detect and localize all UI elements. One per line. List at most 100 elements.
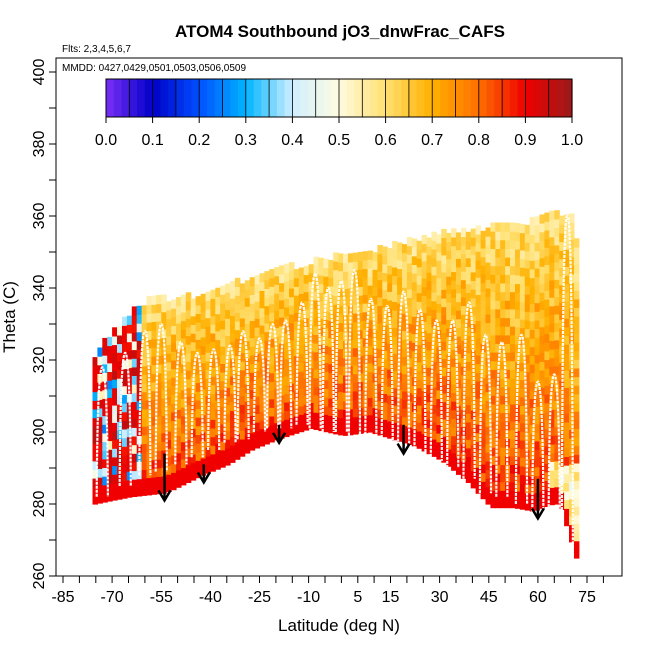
heatmap-cell [367, 302, 374, 312]
heatmap-cell [185, 344, 192, 354]
heatmap-cell [264, 348, 270, 359]
heatmap-cell [215, 425, 221, 436]
heatmap-cell [559, 293, 565, 303]
heatmap-cell [112, 353, 118, 363]
heatmap-cell [171, 403, 177, 413]
heatmap-cell [480, 446, 487, 456]
heatmap-cell [465, 447, 472, 457]
heatmap-cell [446, 267, 452, 277]
heatmap-cell [298, 397, 305, 407]
heatmap-cell [421, 321, 428, 331]
heatmap-cell [456, 301, 462, 311]
heatmap-cell [338, 339, 344, 349]
heatmap-cell [460, 331, 467, 341]
heatmap-cell [529, 398, 536, 408]
heatmap-cell [451, 392, 457, 402]
heatmap-cell [529, 355, 536, 365]
heatmap-cell [185, 326, 192, 337]
heatmap-cell [141, 460, 148, 470]
heatmap-cell [544, 402, 550, 412]
heatmap-cell [475, 380, 482, 391]
heatmap-cell [416, 335, 423, 346]
heatmap-cell [475, 225, 482, 235]
heatmap-cell [534, 276, 541, 286]
heatmap-cell [239, 413, 246, 423]
colorbar-gradient-segment [377, 79, 387, 117]
x-axis-tick-label: -40 [199, 589, 222, 606]
heatmap-cell [460, 245, 467, 255]
heatmap-cell [470, 263, 477, 273]
heatmap-cell [495, 464, 501, 474]
heatmap-cell [554, 409, 560, 419]
heatmap-cell [510, 490, 516, 500]
flight-profile-line [462, 301, 476, 479]
heatmap-cell [382, 393, 388, 403]
heatmap-cell [151, 485, 157, 495]
heatmap-cell [102, 337, 108, 348]
heatmap-cell [367, 285, 374, 295]
heatmap-cell [112, 491, 118, 501]
heatmap-cell [490, 352, 496, 362]
heatmap-cell [352, 252, 359, 262]
heatmap-cell [397, 259, 403, 269]
flight-profile-line [308, 272, 322, 429]
heatmap-cell [505, 395, 511, 405]
colorbar-gradient-segment [432, 79, 441, 117]
heatmap-cell [136, 314, 143, 324]
heatmap-cell [411, 281, 418, 291]
heatmap-cell [475, 251, 482, 261]
heatmap-cell [126, 350, 133, 360]
heatmap-cell [446, 414, 452, 424]
heatmap-cell [490, 473, 496, 483]
heatmap-cell [470, 228, 477, 238]
heatmap-cell [436, 234, 442, 244]
heatmap-cell [559, 466, 565, 476]
heatmap-cell [446, 405, 452, 415]
heatmap-cell [485, 374, 491, 384]
heatmap-cell [382, 428, 388, 438]
heatmap-cell [392, 310, 398, 320]
heatmap-cell [402, 313, 408, 323]
heatmap-cell [549, 426, 555, 436]
heatmap-cell [166, 465, 172, 475]
colorbar-gradient-segment [292, 79, 301, 117]
heatmap-cell [210, 410, 216, 420]
heatmap-cell [122, 333, 128, 344]
heatmap-cell [559, 284, 565, 294]
heatmap-cell [505, 343, 511, 353]
heatmap-cell [112, 387, 118, 397]
heatmap-cell [524, 475, 531, 485]
heatmap-cell [141, 331, 148, 341]
heatmap-cell [141, 313, 148, 324]
heatmap-cell [549, 435, 555, 445]
heatmap-cell [500, 300, 506, 310]
heatmap-cell [411, 333, 418, 343]
heatmap-cell [131, 384, 138, 394]
heatmap-cell [284, 281, 290, 291]
heatmap-cell [166, 422, 172, 432]
heatmap-cell [249, 311, 256, 321]
heatmap-cell [436, 243, 442, 253]
heatmap-cell [406, 306, 413, 316]
heatmap-cell [475, 242, 482, 252]
heatmap-cell [377, 279, 383, 289]
heatmap-cell [485, 305, 491, 315]
heatmap-cell [529, 364, 536, 374]
heatmap-cell [510, 239, 516, 249]
heatmap-cell [534, 337, 541, 347]
heatmap-cell [230, 436, 236, 446]
heatmap-cell [190, 462, 197, 472]
heatmap-cell [289, 279, 295, 289]
heatmap-cell [171, 420, 177, 430]
heatmap-cell [352, 287, 359, 297]
y-axis-tick-label: 400 [31, 59, 48, 86]
heatmap-cell [185, 352, 192, 362]
heatmap-cell [230, 427, 236, 437]
heatmap-cell [519, 465, 526, 476]
colorbar-tick-label: 0.3 [235, 132, 257, 149]
heatmap-cell [274, 422, 280, 432]
heatmap-cell [534, 259, 541, 269]
heatmap-cell [490, 222, 496, 232]
heatmap-cell [293, 312, 300, 322]
